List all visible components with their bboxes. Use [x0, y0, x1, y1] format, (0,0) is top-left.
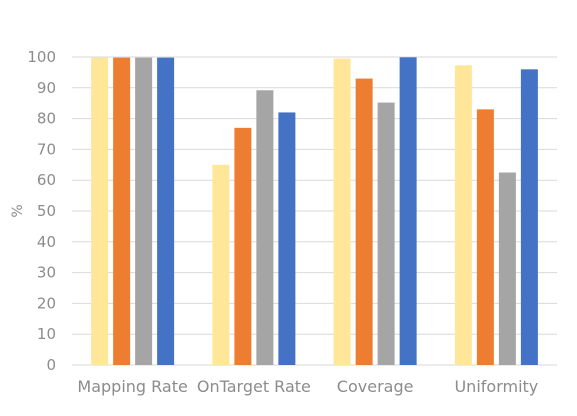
bar [520, 69, 538, 365]
bar [278, 112, 296, 365]
bar [498, 172, 516, 365]
y-tick-label: 60 [37, 171, 56, 189]
grid-lines [72, 56, 557, 366]
x-category-label: Mapping Rate [77, 377, 187, 396]
bar [135, 57, 153, 366]
y-tick-label: 50 [37, 202, 56, 220]
y-tick-label: 0 [46, 356, 56, 374]
y-tick-label: 10 [37, 325, 56, 343]
bar [377, 102, 395, 366]
bar [157, 57, 175, 366]
y-axis-label: % [10, 204, 26, 217]
y-tick-label: 30 [37, 264, 56, 282]
y-tick-label: 90 [37, 79, 56, 97]
bar [234, 127, 252, 365]
x-axis-labels: Mapping Rate OnTarget Rate Coverage Uniform… [77, 377, 538, 396]
y-tick-label: 80 [37, 110, 56, 128]
y-tick-label: 40 [37, 233, 56, 251]
bar [399, 57, 417, 366]
bars [91, 57, 538, 366]
bar [91, 57, 109, 366]
y-tick-label: 100 [27, 48, 56, 66]
x-category-label: Uniformity [454, 377, 538, 396]
x-category-label: Coverage [337, 377, 414, 396]
y-tick-label: 20 [37, 294, 56, 312]
y-tick-label: 70 [37, 140, 56, 158]
bar [256, 90, 274, 365]
bar [113, 57, 131, 366]
bar [212, 164, 230, 365]
bar [333, 58, 351, 365]
bar [454, 65, 472, 365]
bar [476, 109, 494, 365]
y-axis-ticks: 0 10 20 30 40 50 60 70 80 90 100 [27, 48, 56, 374]
x-category-label: OnTarget Rate [197, 377, 311, 396]
bar [355, 78, 373, 365]
